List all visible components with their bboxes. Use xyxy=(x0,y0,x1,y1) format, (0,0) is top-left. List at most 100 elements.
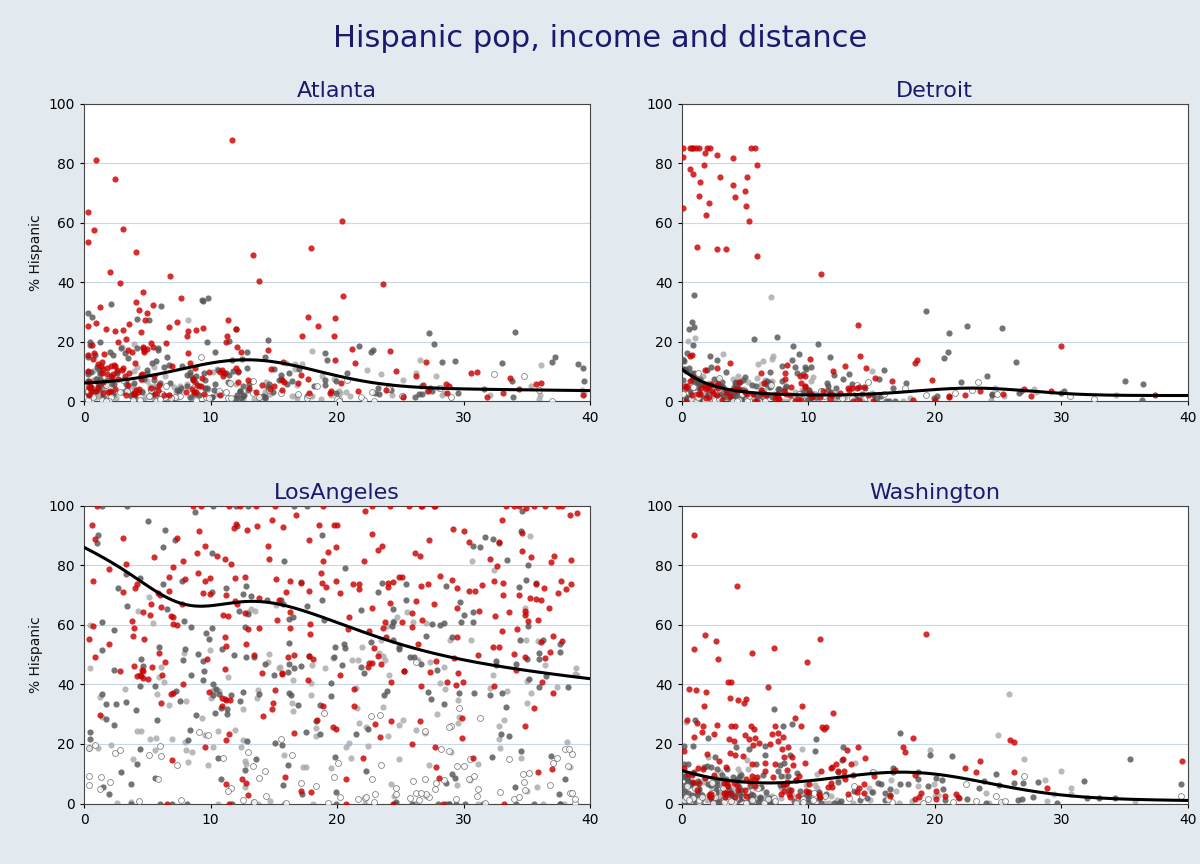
Point xyxy=(271,367,290,381)
Point xyxy=(413,387,432,401)
Point xyxy=(683,766,702,780)
Point xyxy=(716,792,736,806)
Point xyxy=(702,395,721,409)
Point xyxy=(402,797,421,810)
Point xyxy=(520,530,539,543)
Point xyxy=(386,781,406,795)
Point xyxy=(133,393,152,407)
Point xyxy=(850,793,869,807)
Point xyxy=(676,791,695,805)
Point xyxy=(724,791,743,804)
Point xyxy=(362,384,382,398)
Point xyxy=(368,543,388,557)
Point xyxy=(786,359,805,373)
Point xyxy=(370,646,389,660)
Point xyxy=(234,685,253,699)
Point xyxy=(515,775,534,789)
Point xyxy=(493,576,512,590)
Point xyxy=(786,711,805,725)
Point xyxy=(371,708,390,722)
Point xyxy=(462,633,481,647)
Point xyxy=(677,391,696,405)
Point xyxy=(529,652,548,666)
Point xyxy=(680,348,700,362)
Point xyxy=(248,391,268,405)
Point xyxy=(1012,384,1031,398)
Point xyxy=(162,391,181,405)
Point xyxy=(854,380,874,394)
Point xyxy=(503,374,522,388)
Point xyxy=(703,772,722,785)
Point xyxy=(810,390,829,403)
Point xyxy=(550,787,569,801)
Point xyxy=(568,506,587,520)
Point xyxy=(300,618,319,632)
Point xyxy=(754,353,773,367)
Point xyxy=(198,383,217,397)
Point xyxy=(707,778,726,791)
Point xyxy=(805,778,824,791)
Point xyxy=(88,375,107,389)
Point xyxy=(371,758,390,772)
Point xyxy=(952,375,971,389)
Point xyxy=(193,587,212,600)
Point xyxy=(234,733,253,746)
Point xyxy=(683,392,702,406)
Point xyxy=(86,382,106,396)
Point xyxy=(316,346,335,360)
Point xyxy=(934,782,953,796)
Point xyxy=(709,392,728,406)
Point xyxy=(679,793,698,807)
Point xyxy=(706,786,725,800)
Point xyxy=(544,629,563,643)
Point xyxy=(382,675,401,689)
Point xyxy=(301,785,320,798)
Point xyxy=(863,385,882,399)
Point xyxy=(145,387,164,401)
Point xyxy=(233,702,252,715)
Point xyxy=(690,385,709,399)
Point xyxy=(803,385,822,399)
Point xyxy=(702,378,721,391)
Point xyxy=(288,387,307,401)
Point xyxy=(792,393,811,407)
Point xyxy=(390,569,409,583)
Point xyxy=(205,707,224,721)
Point xyxy=(808,767,827,781)
Point xyxy=(144,373,163,387)
Point xyxy=(946,787,965,801)
Point xyxy=(818,780,838,794)
Point xyxy=(772,781,791,795)
Point xyxy=(208,386,227,400)
Point xyxy=(792,791,811,805)
Point xyxy=(143,340,162,354)
Point xyxy=(792,742,811,756)
Point xyxy=(876,394,895,408)
Point xyxy=(433,388,452,402)
Point xyxy=(689,391,708,404)
Point xyxy=(779,394,798,408)
Point xyxy=(713,380,732,394)
Point xyxy=(80,733,100,746)
Point xyxy=(326,785,346,799)
Point xyxy=(516,574,535,588)
Point xyxy=(808,781,827,795)
Point xyxy=(762,374,781,388)
Point xyxy=(752,794,772,808)
Point xyxy=(140,383,160,397)
Point xyxy=(242,589,262,603)
Point xyxy=(220,797,239,810)
Point xyxy=(128,385,148,399)
Point xyxy=(298,499,317,512)
Point xyxy=(732,387,751,401)
Point xyxy=(271,386,290,400)
Point xyxy=(314,699,334,713)
Point xyxy=(851,349,870,363)
Point xyxy=(478,391,497,404)
Point xyxy=(125,386,144,400)
Point xyxy=(756,374,775,388)
Point xyxy=(707,378,726,392)
Point xyxy=(446,678,466,692)
Point xyxy=(222,391,241,405)
Point xyxy=(796,380,815,394)
